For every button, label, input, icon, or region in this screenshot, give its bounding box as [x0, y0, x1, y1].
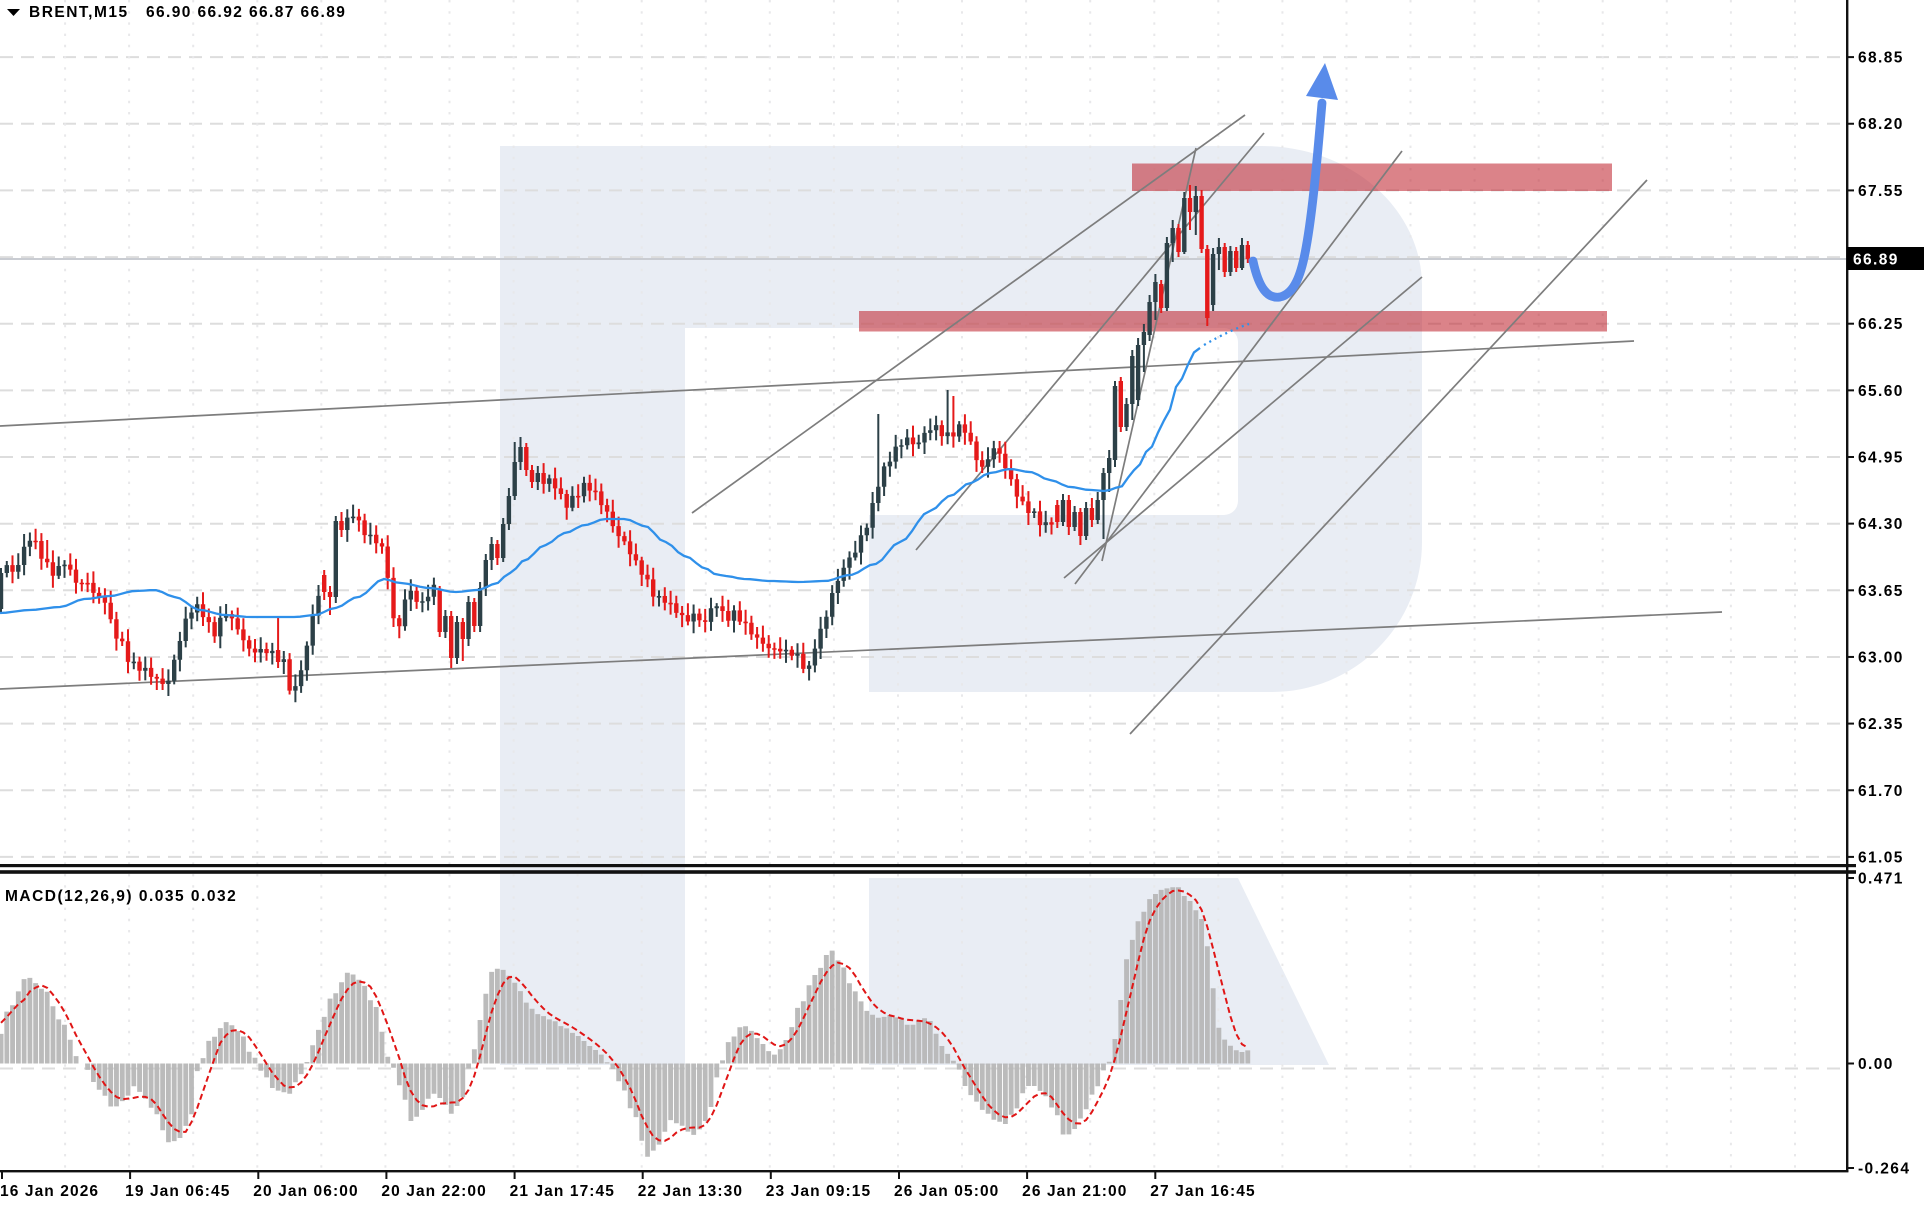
svg-text:BRENT,M15: BRENT,M15 — [29, 4, 129, 21]
svg-text:63.65: 63.65 — [1858, 583, 1904, 600]
svg-text:66.89: 66.89 — [1853, 252, 1899, 269]
svg-text:63.00: 63.00 — [1858, 650, 1904, 667]
svg-text:27 Jan 16:45: 27 Jan 16:45 — [1150, 1183, 1255, 1200]
svg-text:66.90 66.92 66.87 66.89: 66.90 66.92 66.87 66.89 — [146, 4, 346, 21]
svg-text:-0.264: -0.264 — [1858, 1161, 1910, 1178]
svg-text:68.85: 68.85 — [1858, 50, 1904, 67]
svg-text:67.55: 67.55 — [1858, 183, 1904, 200]
svg-text:22 Jan 13:30: 22 Jan 13:30 — [638, 1183, 743, 1200]
svg-text:0.471: 0.471 — [1858, 871, 1904, 888]
svg-text:64.30: 64.30 — [1858, 516, 1904, 533]
svg-text:23 Jan 09:15: 23 Jan 09:15 — [766, 1183, 871, 1200]
svg-text:65.60: 65.60 — [1858, 383, 1904, 400]
svg-text:20 Jan 22:00: 20 Jan 22:00 — [381, 1183, 486, 1200]
svg-text:64.95: 64.95 — [1858, 450, 1904, 467]
svg-text:16 Jan 2026: 16 Jan 2026 — [0, 1183, 99, 1200]
svg-text:0.00: 0.00 — [1858, 1056, 1894, 1073]
svg-text:62.35: 62.35 — [1858, 716, 1904, 733]
svg-text:61.05: 61.05 — [1858, 849, 1904, 866]
svg-text:26 Jan 21:00: 26 Jan 21:00 — [1022, 1183, 1127, 1200]
svg-text:21 Jan 17:45: 21 Jan 17:45 — [510, 1183, 615, 1200]
svg-text:MACD(12,26,9) 0.035 0.032: MACD(12,26,9) 0.035 0.032 — [5, 888, 237, 905]
svg-text:66.25: 66.25 — [1858, 316, 1904, 333]
svg-text:61.70: 61.70 — [1858, 783, 1904, 800]
svg-text:68.20: 68.20 — [1858, 116, 1904, 133]
svg-text:19 Jan 06:45: 19 Jan 06:45 — [125, 1183, 230, 1200]
svg-text:20 Jan 06:00: 20 Jan 06:00 — [253, 1183, 358, 1200]
svg-text:26 Jan 05:00: 26 Jan 05:00 — [894, 1183, 999, 1200]
